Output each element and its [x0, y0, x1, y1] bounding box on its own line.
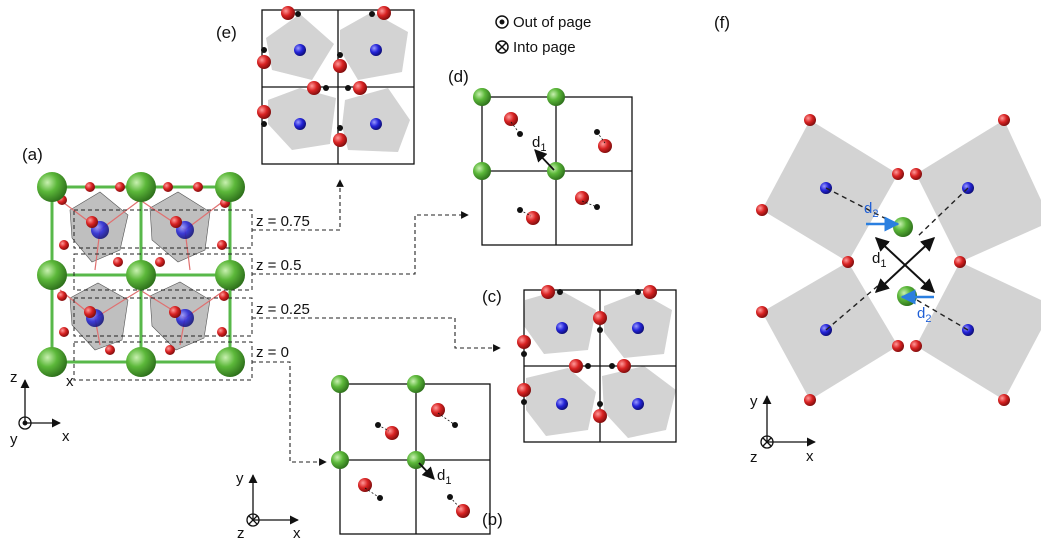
b-site-atom — [294, 118, 306, 130]
z-level-label: z = 0.25 — [256, 301, 310, 318]
octahedron — [916, 262, 1041, 400]
a-site-atom — [473, 88, 491, 106]
a-site-atom — [215, 260, 245, 290]
panel-d: (d) d1 — [448, 67, 633, 246]
d1-label-d: d1 — [532, 134, 546, 154]
d1-label-f: d1 — [872, 250, 886, 270]
d1-arrow — [418, 462, 435, 480]
d1-arrow — [534, 149, 555, 171]
plane-z075 — [73, 209, 253, 249]
octahedron — [916, 120, 1041, 262]
a-site-atom — [407, 375, 425, 393]
panel-b: (b) d1 — [236, 375, 503, 540]
axis-x-label: x — [806, 448, 814, 465]
z-level-label: z = 0 — [256, 344, 289, 361]
panel-e-label: (e) — [216, 23, 237, 42]
axis-z-label: z — [10, 369, 18, 386]
panel-c-label: (c) — [482, 287, 502, 306]
connector-arrows — [252, 179, 501, 466]
a-site-atom — [215, 172, 245, 202]
b-site-atom — [370, 118, 382, 130]
b-site-atom — [370, 44, 382, 56]
a-site-atom — [893, 217, 913, 237]
out-of-page-icon — [495, 15, 509, 29]
a-site-atom — [331, 375, 349, 393]
panel-e: (e) — [216, 6, 415, 165]
legend: Out of page Into page — [495, 14, 591, 56]
legend-out-of-page: Out of page — [513, 14, 591, 31]
a-site-atom — [126, 260, 156, 290]
axis-z-label: z — [237, 525, 245, 540]
z-level-label: z = 0.5 — [256, 257, 301, 274]
panel-c: (c) — [482, 285, 677, 443]
axis-x-label: x — [293, 525, 301, 540]
panel-a: (a) — [10, 145, 310, 448]
panel-f: (f) — [714, 13, 1041, 466]
b-site-atom — [632, 398, 644, 410]
axes-a — [18, 379, 61, 430]
b-site-atom — [556, 398, 568, 410]
a-site-atom — [473, 162, 491, 180]
z-level-label: z = 0.75 — [256, 213, 310, 230]
into-page-icon — [495, 40, 509, 54]
panel-d-label: (d) — [448, 67, 469, 86]
d2-label-top: d2 — [864, 200, 878, 220]
crystal-structure — [37, 172, 253, 381]
b-site-atom — [294, 44, 306, 56]
b-site-atom — [556, 322, 568, 334]
a-site-atom — [215, 347, 245, 377]
axis-z-label: z — [750, 449, 758, 466]
octahedron — [524, 290, 596, 354]
axes-b — [246, 474, 299, 527]
plane-z0 — [73, 341, 253, 381]
d2-label-bottom: d2 — [917, 305, 931, 325]
plane-z05 — [73, 253, 253, 291]
legend-into-page: Into page — [513, 39, 576, 56]
axis-y-label: y — [10, 431, 18, 448]
d1-cross-arrows — [874, 237, 936, 293]
axis-x-label-cell: x — [66, 373, 74, 390]
axis-y-label: y — [750, 393, 758, 410]
axis-x-label: x — [62, 428, 70, 445]
a-site-atom — [37, 260, 67, 290]
plane-z025 — [73, 297, 253, 337]
a-site-atom — [37, 172, 67, 202]
a-site-atom — [126, 172, 156, 202]
d1-label-b: d1 — [437, 467, 451, 487]
a-site-atom — [37, 347, 67, 377]
axes-f — [760, 395, 816, 449]
panel-b-label: (b) — [482, 510, 503, 529]
a-site-atom — [547, 88, 565, 106]
b-site-atom — [632, 322, 644, 334]
a-site-atom — [126, 347, 156, 377]
panel-f-label: (f) — [714, 13, 730, 32]
a-site-atom — [331, 451, 349, 469]
axis-y-label: y — [236, 470, 244, 487]
panel-a-label: (a) — [22, 145, 43, 164]
